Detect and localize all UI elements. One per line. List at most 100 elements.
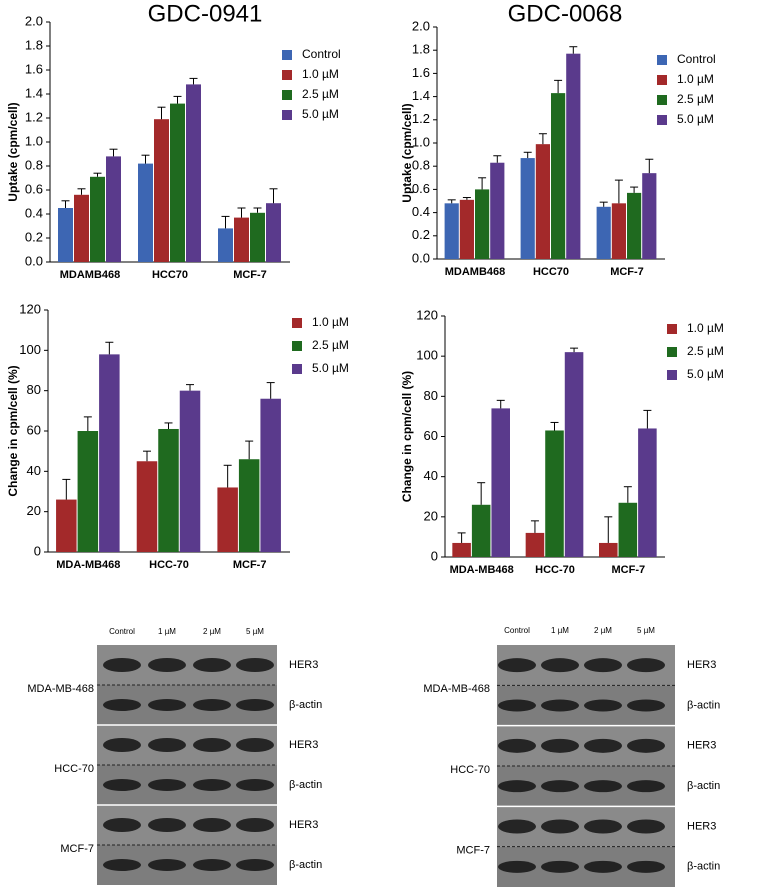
blot-band	[148, 818, 186, 832]
protein-label: HER3	[687, 820, 716, 832]
blot-band	[584, 780, 622, 793]
cell-line-label: MCF-7	[60, 843, 94, 855]
legend-swatch	[282, 90, 292, 100]
y-axis-label: Change in cpm/cell (%)	[6, 365, 20, 496]
lane-label: Control	[504, 626, 530, 635]
x-tick-label: MDAMB468	[445, 266, 506, 278]
chart-title: GDC-0941	[148, 0, 263, 27]
lane-label: Control	[109, 627, 135, 636]
bar	[56, 499, 77, 552]
blot-band	[103, 818, 141, 832]
legend-swatch	[667, 347, 677, 357]
bar	[179, 390, 201, 552]
error-bar	[61, 200, 70, 208]
lane-label: 2 µM	[594, 626, 612, 635]
error-bar	[77, 188, 86, 195]
protein-label: β-actin	[687, 780, 720, 792]
y-tick-label: 1.6	[25, 61, 43, 76]
bar	[599, 542, 618, 557]
y-tick-label: 1.8	[412, 42, 430, 57]
error-bar	[221, 215, 230, 229]
protein-label: β-actin	[687, 861, 720, 873]
legend-swatch	[657, 55, 667, 65]
legend-label: Control	[302, 47, 341, 61]
y-tick-label: 1.4	[412, 88, 430, 103]
error-bar	[109, 148, 118, 157]
legend-swatch	[282, 50, 292, 60]
bar	[535, 144, 550, 259]
protein-label: HER3	[289, 739, 318, 751]
bar	[138, 163, 153, 262]
legend-swatch	[282, 110, 292, 120]
blot-band	[236, 859, 274, 871]
y-tick-label: 2.0	[412, 18, 430, 33]
legend-label: 2.5 µM	[312, 338, 349, 352]
y-tick-label: 120	[416, 307, 438, 322]
legend-label: 5.0 µM	[312, 361, 349, 375]
blot-band	[541, 738, 579, 753]
blot-band	[193, 818, 231, 832]
blot-band	[148, 738, 186, 752]
bar	[99, 354, 120, 552]
cell-line-label: MDA-MB-468	[423, 683, 490, 695]
x-tick-label: HCC-70	[535, 564, 575, 576]
error-bar	[105, 341, 114, 355]
cell-line-label: HCC-70	[450, 764, 490, 776]
x-tick-label: MCF-7	[610, 266, 644, 278]
error-bar	[223, 464, 232, 488]
x-tick-label: MCF-7	[612, 564, 646, 576]
y-tick-label: 0.0	[25, 253, 43, 268]
error-bar	[569, 46, 578, 54]
blot-band	[103, 779, 141, 791]
error-bar	[550, 421, 559, 431]
y-tick-label: 80	[424, 388, 438, 403]
bar	[551, 93, 566, 260]
error-bar	[599, 201, 608, 207]
protein-label: β-actin	[289, 859, 322, 871]
legend-swatch	[292, 341, 302, 351]
y-tick-label: 0.6	[25, 181, 43, 196]
error-bar	[554, 79, 563, 94]
blot-band	[541, 780, 579, 793]
error-bar	[643, 409, 652, 429]
blot-band	[584, 699, 622, 712]
bar	[638, 428, 657, 557]
bar	[490, 162, 505, 259]
bar	[444, 203, 459, 259]
bar	[596, 206, 611, 259]
protein-label: β-actin	[687, 699, 720, 711]
legend-swatch	[292, 318, 302, 328]
error-bar	[237, 207, 246, 218]
lane-label: 5 µM	[637, 626, 655, 635]
blot-band	[193, 738, 231, 752]
blot-band	[236, 658, 274, 672]
error-bar	[538, 133, 547, 145]
bar	[566, 53, 581, 260]
protein-label: HER3	[687, 659, 716, 671]
y-tick-label: 20	[27, 503, 41, 518]
blot-band	[148, 859, 186, 871]
y-tick-label: 100	[416, 348, 438, 363]
error-bar	[269, 188, 278, 204]
error-bar	[186, 384, 195, 391]
legend-label: Control	[677, 52, 716, 66]
blot-band	[627, 780, 665, 793]
x-tick-label: MDA-MB468	[450, 564, 514, 576]
blot-band	[236, 818, 274, 832]
y-tick-label: 120	[19, 301, 41, 316]
blot-band	[103, 658, 141, 672]
y-tick-label: 1.6	[412, 65, 430, 80]
blot-band	[498, 780, 536, 793]
bar	[136, 461, 158, 552]
y-tick-label: 2.0	[25, 13, 43, 28]
legend-label: 5.0 µM	[687, 367, 724, 381]
legend-label: 5.0 µM	[302, 107, 339, 121]
blot-band	[148, 699, 186, 711]
legend-swatch	[657, 75, 667, 85]
y-tick-label: 0.4	[412, 204, 430, 219]
error-bar	[614, 179, 623, 204]
legend-label: 1.0 µM	[677, 72, 714, 86]
blot-band	[498, 860, 536, 873]
cell-line-label: MDA-MB-468	[27, 683, 94, 695]
error-bar	[173, 95, 182, 104]
